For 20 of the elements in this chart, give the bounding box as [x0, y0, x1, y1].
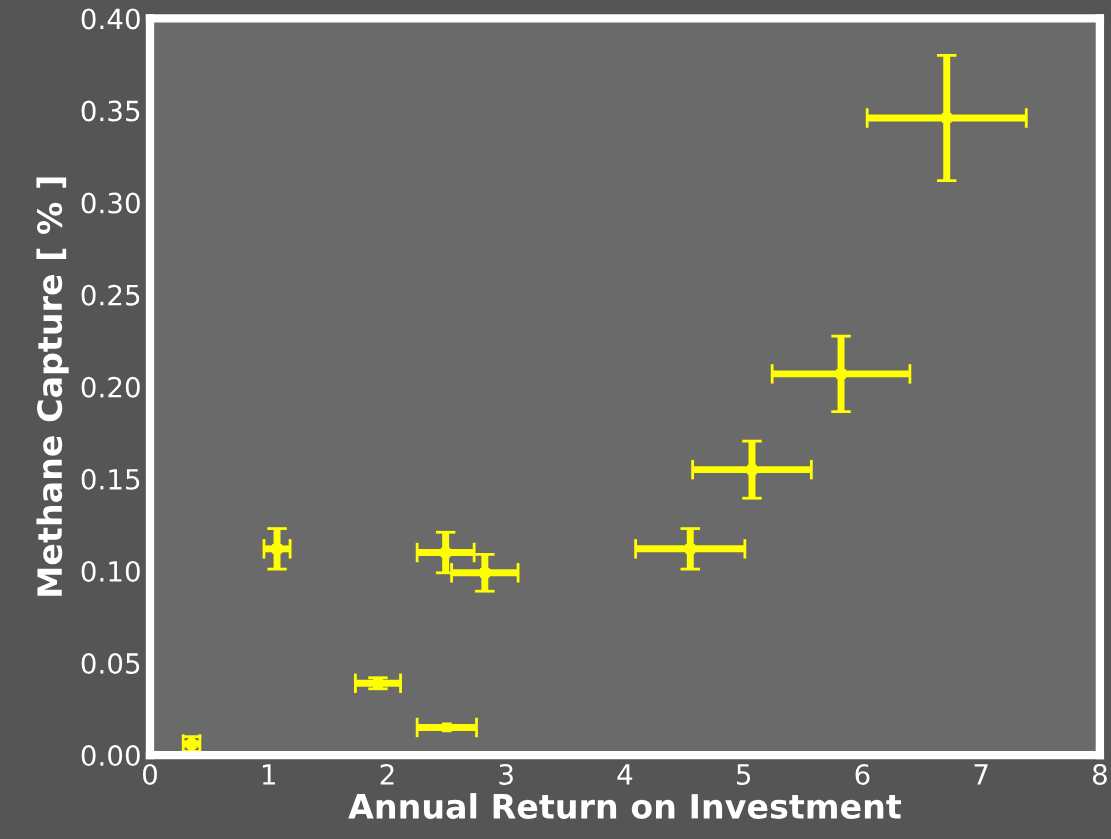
y-tick-label: 0.05	[81, 652, 140, 674]
x-tick-label: 5	[736, 764, 751, 785]
y-tick-label: 0.15	[81, 468, 140, 490]
x-axis-title: Annual Return on Investment	[348, 793, 902, 819]
y-tick-label: 0.10	[81, 560, 140, 582]
x-tick-label: 1	[262, 764, 275, 785]
x-tick-label: 4	[617, 764, 633, 785]
y-tick-label: 0.25	[81, 284, 140, 306]
x-tick-label: 2	[380, 763, 394, 785]
y-tick-label: 0.30	[81, 192, 140, 214]
x-tick-label: 7	[974, 764, 988, 785]
y-tick-label: 0.40	[81, 8, 140, 30]
x-tick-label: 0	[142, 763, 157, 785]
y-tick-label: 0.20	[81, 376, 140, 398]
x-tick-label: 8	[1092, 763, 1107, 785]
x-tick-label: 3	[499, 763, 513, 785]
y-axis-title: Methane Capture [ % ]	[36, 177, 69, 596]
y-tick-label: 0.35	[81, 100, 140, 122]
y-tick-label: 0.00	[81, 745, 140, 767]
x-tick-label: 6	[855, 763, 870, 785]
